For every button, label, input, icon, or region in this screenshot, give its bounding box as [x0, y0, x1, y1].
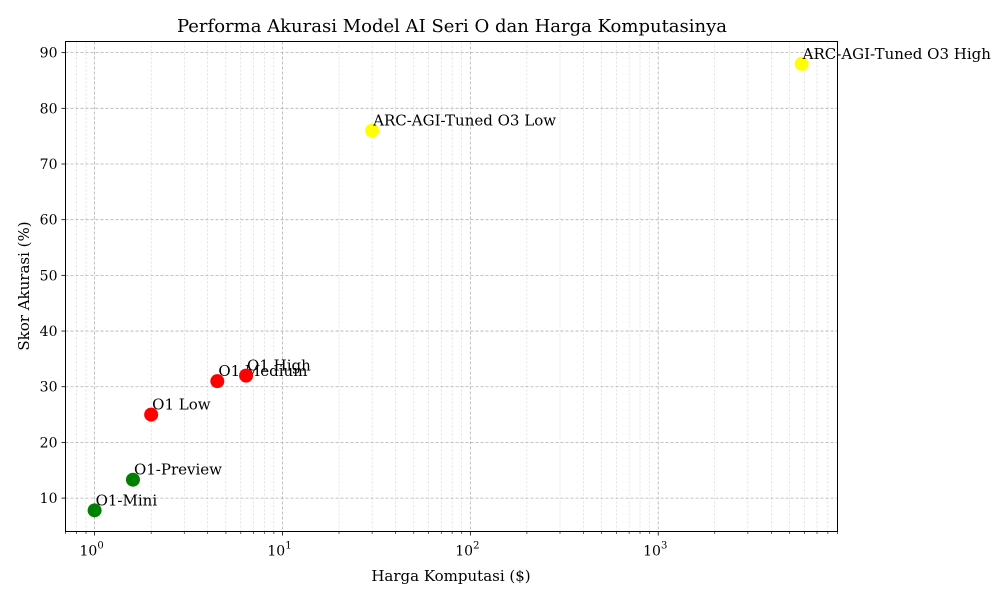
chart-title: Performa Akurasi Model AI Seri O dan Har… — [177, 16, 727, 37]
y-tick-label: 10 — [40, 491, 58, 507]
point-label: O1-Preview — [134, 461, 222, 479]
x-tick-label: 100 — [80, 541, 104, 560]
x-axis-label: Harga Komputasi ($) — [371, 567, 530, 585]
data-point — [144, 407, 159, 422]
y-tick-label: 80 — [40, 101, 58, 117]
x-tick-label: 103 — [643, 541, 667, 560]
x-tick-exponent: 1 — [285, 541, 291, 552]
point-label: ARC-AGI-Tuned O3 High — [802, 45, 992, 63]
x-tick-base: 10 — [267, 544, 285, 560]
y-tick-label: 70 — [40, 157, 58, 173]
point-label: O1-Mini — [96, 491, 158, 509]
point-label: ARC-AGI-Tuned O3 Low — [372, 112, 556, 130]
x-tick-exponent: 0 — [97, 541, 103, 552]
data-point — [794, 56, 809, 71]
x-tick-label: 102 — [455, 541, 479, 560]
x-tick-label: 101 — [267, 541, 291, 560]
y-tick-label: 60 — [40, 213, 58, 229]
point-label: O1 Low — [152, 396, 211, 414]
x-tick-base: 10 — [643, 544, 661, 560]
x-tick-base: 10 — [455, 544, 473, 560]
x-tick-exponent: 3 — [661, 541, 667, 552]
data-point — [87, 503, 102, 518]
y-tick-label: 40 — [40, 324, 58, 340]
data-point — [125, 472, 140, 487]
y-axis-label: Skor Akurasi (%) — [15, 221, 33, 350]
plot-area — [65, 41, 838, 532]
y-tick-label: 30 — [40, 380, 58, 396]
grid — [65, 41, 838, 532]
x-tick-base: 10 — [80, 544, 98, 560]
x-tick-exponent: 2 — [473, 541, 479, 552]
data-point — [239, 368, 254, 383]
data-point — [365, 123, 380, 138]
point-label: O1 High — [247, 357, 311, 375]
data-point — [210, 374, 225, 389]
y-tick-label: 90 — [40, 46, 58, 62]
y-tick-label: 20 — [40, 435, 58, 451]
y-tick-label: 50 — [40, 268, 58, 284]
